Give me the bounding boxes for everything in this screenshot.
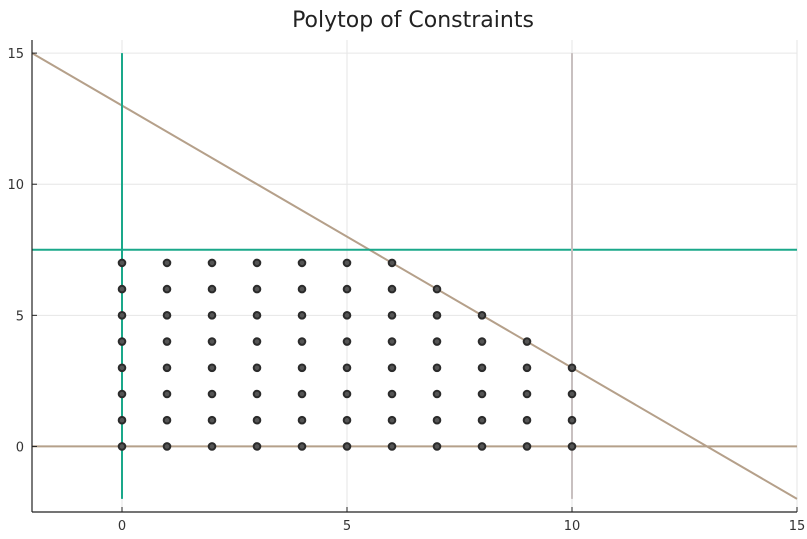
data-point bbox=[432, 363, 442, 373]
data-point bbox=[162, 389, 172, 399]
data-point bbox=[117, 258, 127, 268]
x-tick-label: 10 bbox=[564, 519, 581, 534]
data-point bbox=[297, 389, 307, 399]
data-point bbox=[432, 389, 442, 399]
data-point bbox=[342, 415, 352, 425]
data-point bbox=[432, 311, 442, 320]
data-point bbox=[387, 284, 397, 294]
x-tick-label: 0 bbox=[118, 519, 126, 534]
data-point bbox=[252, 258, 262, 268]
data-point bbox=[522, 363, 532, 373]
data-point bbox=[297, 337, 307, 346]
data-point bbox=[567, 389, 577, 399]
data-point bbox=[342, 258, 352, 268]
series-layer bbox=[31, 52, 798, 500]
data-point bbox=[477, 311, 487, 320]
data-point bbox=[117, 311, 127, 320]
data-point bbox=[252, 389, 262, 399]
data-point bbox=[567, 415, 577, 425]
data-point bbox=[342, 389, 352, 399]
y-tick-label: 5 bbox=[16, 309, 24, 324]
data-point bbox=[252, 415, 262, 425]
data-point bbox=[207, 258, 217, 268]
data-point bbox=[117, 337, 127, 346]
data-point bbox=[477, 337, 487, 346]
constraint-line bbox=[31, 52, 798, 500]
data-point bbox=[342, 311, 352, 320]
data-point bbox=[162, 415, 172, 425]
data-point bbox=[477, 363, 487, 373]
data-point bbox=[162, 311, 172, 320]
data-point bbox=[387, 311, 397, 320]
data-point bbox=[522, 442, 532, 451]
data-point bbox=[297, 284, 307, 294]
data-point bbox=[477, 389, 487, 399]
data-point bbox=[252, 337, 262, 346]
tick-labels: 0 5 10 15 0 5 10 15 bbox=[7, 47, 805, 534]
x-tick-label: 5 bbox=[343, 519, 351, 534]
data-point bbox=[567, 363, 577, 373]
data-point bbox=[387, 442, 397, 451]
data-point bbox=[207, 442, 217, 451]
data-point bbox=[162, 284, 172, 294]
data-point bbox=[207, 311, 217, 320]
data-point bbox=[522, 389, 532, 399]
data-point bbox=[342, 442, 352, 451]
data-point bbox=[162, 258, 172, 268]
data-point bbox=[252, 442, 262, 451]
data-point bbox=[207, 363, 217, 373]
data-point bbox=[342, 284, 352, 294]
data-point bbox=[342, 337, 352, 346]
data-point bbox=[477, 415, 487, 425]
data-point bbox=[342, 363, 352, 373]
data-point bbox=[252, 311, 262, 320]
data-point bbox=[117, 363, 127, 373]
axes bbox=[31, 40, 798, 513]
y-tick-label: 0 bbox=[16, 440, 24, 455]
data-point bbox=[297, 258, 307, 268]
data-point bbox=[432, 284, 442, 294]
data-point bbox=[297, 311, 307, 320]
data-point bbox=[522, 337, 532, 346]
data-point bbox=[297, 415, 307, 425]
data-point bbox=[162, 442, 172, 451]
data-point bbox=[207, 389, 217, 399]
y-tick-label: 15 bbox=[7, 47, 24, 62]
data-point bbox=[567, 442, 577, 451]
data-point bbox=[252, 284, 262, 294]
data-point bbox=[432, 415, 442, 425]
data-point bbox=[117, 284, 127, 294]
data-point bbox=[522, 415, 532, 425]
data-point bbox=[207, 415, 217, 425]
y-tick-label: 10 bbox=[7, 178, 24, 193]
data-point bbox=[117, 442, 127, 451]
data-point bbox=[387, 363, 397, 373]
x-tick-label: 15 bbox=[789, 519, 806, 534]
data-point bbox=[432, 337, 442, 346]
data-point bbox=[162, 363, 172, 373]
data-point bbox=[117, 389, 127, 399]
points-layer bbox=[117, 258, 577, 451]
data-point bbox=[477, 442, 487, 451]
data-point bbox=[117, 415, 127, 425]
data-point bbox=[162, 337, 172, 346]
data-point bbox=[387, 337, 397, 346]
data-point bbox=[432, 442, 442, 451]
data-point bbox=[387, 415, 397, 425]
chart-title: Polytop of Constraints bbox=[292, 8, 534, 33]
data-point bbox=[207, 337, 217, 346]
data-point bbox=[252, 363, 262, 373]
data-point bbox=[387, 258, 397, 268]
data-point bbox=[297, 363, 307, 373]
data-point bbox=[207, 284, 217, 294]
data-point bbox=[297, 442, 307, 451]
data-point bbox=[387, 389, 397, 399]
